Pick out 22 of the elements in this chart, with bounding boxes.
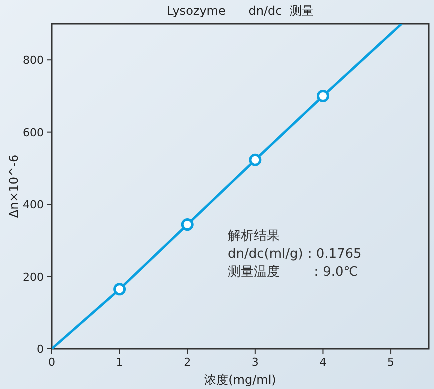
point xyxy=(316,90,330,102)
y-tick-label: 200 xyxy=(23,270,44,284)
chart-title: Lysozyme dn/dc 测量 xyxy=(167,4,314,18)
annotation: 测量温度 ：9.0℃ xyxy=(228,264,358,280)
y-tick-label: 0 xyxy=(37,343,44,356)
y-tick-label: 600 xyxy=(23,126,44,140)
point xyxy=(249,154,262,166)
x-axis-title: 浓度(mg/ml) xyxy=(204,373,276,387)
x-tick-label: 5 xyxy=(388,356,395,369)
annotation: 解析结果 xyxy=(228,229,280,244)
y-tick-label: 800 xyxy=(23,54,44,68)
annotation: dn/dc(ml/g)：0.1765 xyxy=(228,247,362,262)
x-tick-label: 4 xyxy=(320,356,327,369)
point xyxy=(181,218,194,232)
x-tick-label: 1 xyxy=(116,356,124,369)
line-series xyxy=(52,24,404,349)
x-tick-label: 0 xyxy=(48,356,56,369)
point xyxy=(114,283,126,296)
y-axis-title: Δn×10^-6 xyxy=(7,154,21,218)
x-tick-label: 2 xyxy=(184,356,192,369)
x-tick-label: 3 xyxy=(252,356,259,369)
y-tick-label: 400 xyxy=(23,198,44,212)
